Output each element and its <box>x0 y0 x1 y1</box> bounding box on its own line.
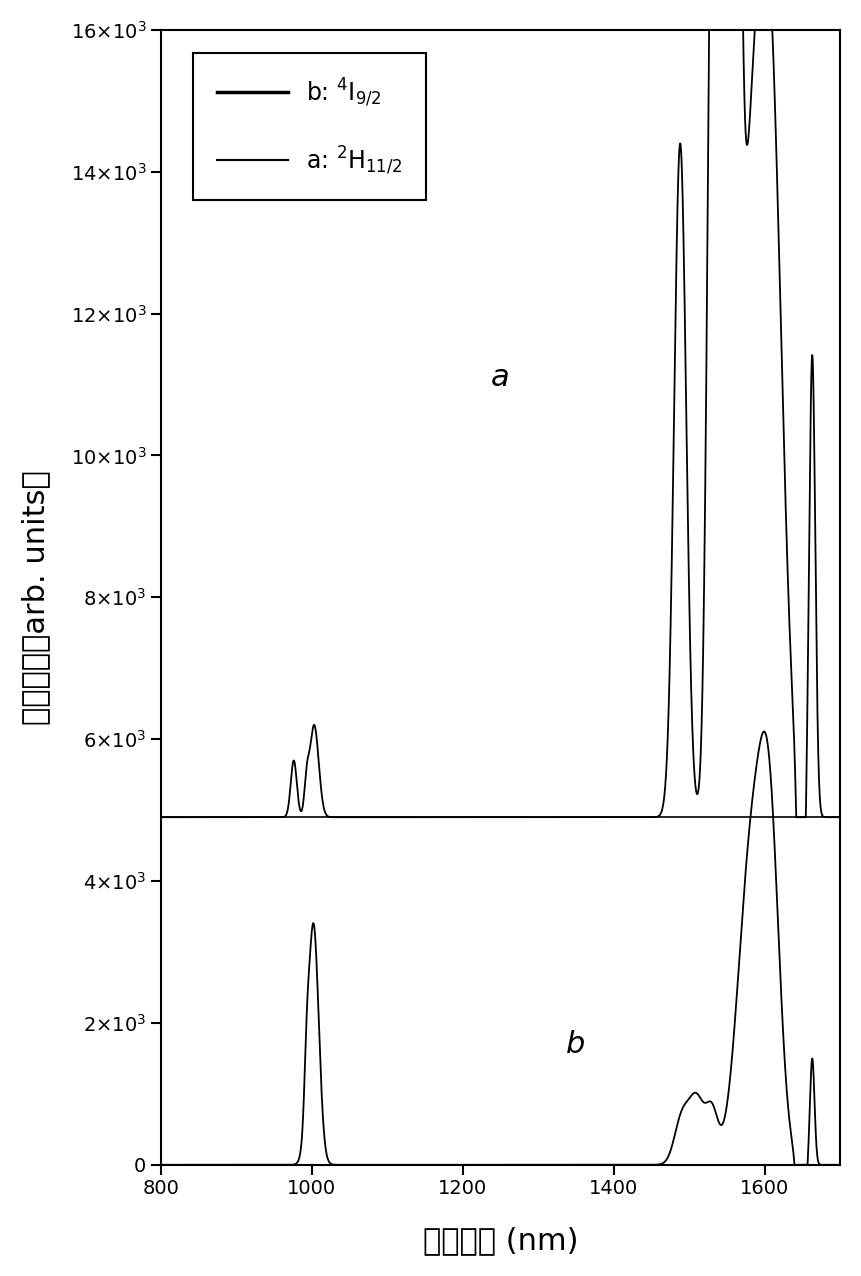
Y-axis label: 荧光强度（arb. units）: 荧光强度（arb. units） <box>21 470 50 725</box>
Legend: b: $\mathregular{^4I_{9/2}}$, a: $\mathregular{^2H_{11/2}}$: b: $\mathregular{^4I_{9/2}}$, a: $\mathr… <box>193 52 426 200</box>
Text: a: a <box>491 362 510 392</box>
Text: b: b <box>567 1030 585 1059</box>
X-axis label: 发光波长 (nm): 发光波长 (nm) <box>423 1226 579 1256</box>
